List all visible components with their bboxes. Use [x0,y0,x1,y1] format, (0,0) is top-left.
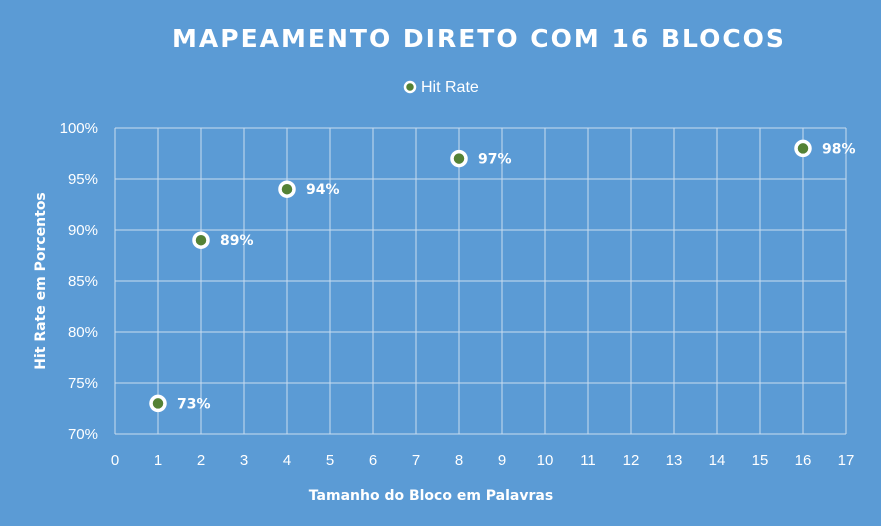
x-tick-label: 13 [666,452,683,469]
data-label: 98% [822,141,856,157]
y-tick-label: 70% [68,426,98,443]
x-tick-label: 11 [580,452,596,469]
y-tick-label: 80% [68,324,98,341]
chart-title: MAPEAMENTO DIRETO COM 16 BLOCOS [172,24,786,53]
x-tick-label: 9 [498,452,506,469]
x-tick-label: 7 [412,452,420,469]
x-tick-label: 10 [537,452,554,469]
data-label: 73% [177,396,211,412]
x-tick-label: 3 [240,452,248,469]
data-point [149,394,167,413]
x-axis-ticks: 0 1 2 3 4 5 6 7 8 9 10 11 12 13 14 15 16 17 [111,452,855,469]
data-point [192,231,210,249]
y-axis-title: Hit Rate em Porcentos [33,192,49,370]
x-tick-label: 15 [752,452,769,469]
y-axis-ticks: 70% 75% 80% 85% 90% 95% 100% [60,120,98,443]
x-tick-label: 2 [197,452,205,469]
data-label: 89% [220,233,254,249]
x-tick-label: 6 [369,452,377,469]
data-point [450,149,468,168]
y-tick-label: 90% [68,222,98,239]
legend-label: Hit Rate [421,79,479,96]
data-points: 73% 89% 94% 97% 98% [149,139,856,413]
y-tick-label: 100% [60,120,98,137]
x-tick-label: 0 [111,452,119,469]
data-point [794,139,812,158]
y-tick-label: 75% [68,375,98,392]
x-axis-title: Tamanho do Bloco em Palavras [309,488,553,504]
grid [114,127,847,435]
y-tick-label: 95% [68,171,98,188]
y-tick-label: 85% [68,273,98,290]
x-tick-label: 8 [455,452,463,469]
legend: Hit Rate [403,79,479,96]
x-tick-label: 17 [838,452,855,469]
data-point [278,180,296,198]
x-tick-label: 14 [709,452,726,469]
data-label: 97% [478,152,512,168]
x-tick-label: 4 [283,452,291,469]
legend-marker [403,80,417,94]
x-tick-label: 1 [154,452,162,469]
data-label: 94% [306,182,340,198]
x-tick-label: 5 [326,452,334,469]
x-tick-label: 12 [623,452,640,469]
x-tick-label: 16 [795,452,812,469]
